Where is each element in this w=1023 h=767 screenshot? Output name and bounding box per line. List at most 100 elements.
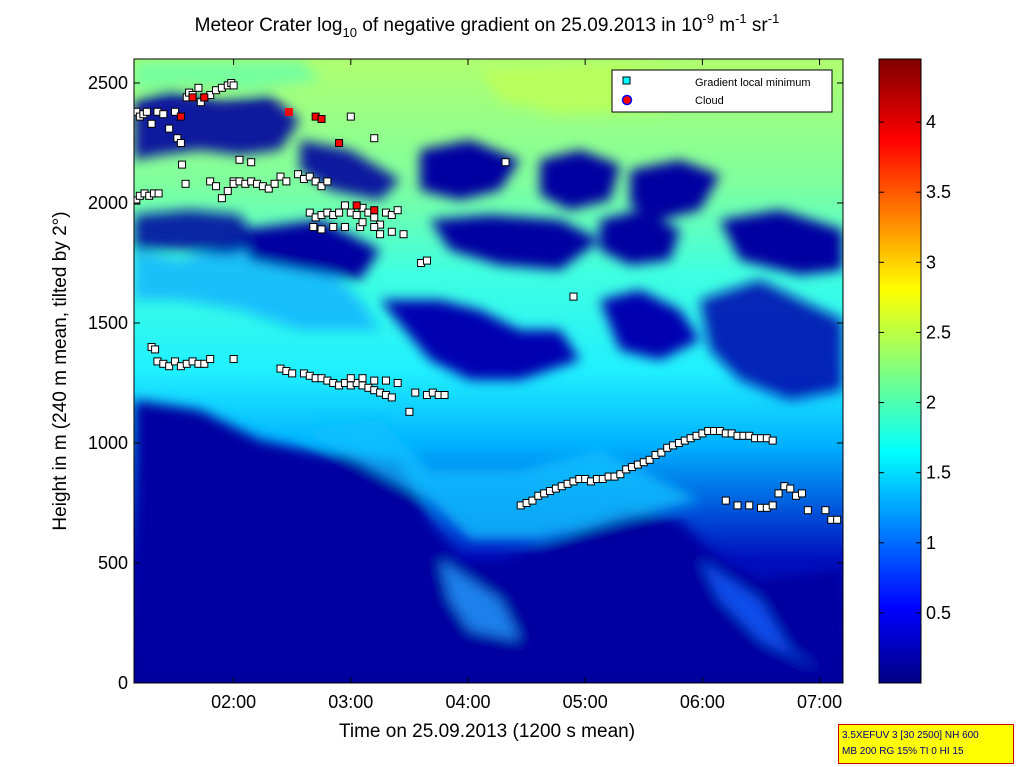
gradient-minimum-point: [370, 213, 379, 222]
gradient-minimum-point: [171, 357, 180, 366]
gradient-minimum-point: [821, 506, 830, 515]
plot-frame: [133, 58, 844, 684]
gradient-minimum-point: [317, 182, 326, 191]
heatmap-lowband: [134, 210, 843, 683]
gradient-minimum-point: [194, 83, 203, 92]
gradient-minimum-point: [335, 208, 344, 217]
colorbar-gradient: [878, 58, 922, 684]
y-tick-label: 2500: [88, 73, 128, 93]
gradient-minimum-point: [399, 230, 408, 239]
colorbar-ticks: 0.5 1 1.5 2 2.5 3 3.5 4: [879, 112, 951, 623]
y-tick-label: 1500: [88, 313, 128, 333]
colorbar-tick-label: 3.5: [926, 182, 951, 202]
colorbar-tick-label: 1: [926, 533, 936, 553]
legend-label-cloud: Cloud: [695, 95, 724, 107]
gradient-minimum-point: [340, 223, 349, 231]
gradient-minimum-point: [229, 355, 238, 363]
gradient-minimum-point: [276, 172, 285, 181]
gradient-minimum-point: [171, 107, 180, 116]
gradient-minimum-point: [206, 355, 215, 363]
legend-square-marker: [622, 76, 631, 85]
gradient-minimum-point: [264, 184, 273, 193]
chart-title: Meteor Crater log10 of negative gradient…: [195, 11, 780, 40]
gradient-minimum-point: [370, 134, 379, 143]
info-line-1: 3.5XEFUV 3 [30 2500] NH 600: [842, 730, 979, 741]
gradient-minimum-point: [381, 376, 390, 385]
y-tick-label: 0: [118, 673, 128, 693]
gradient-minimum-point: [352, 211, 361, 219]
x-tick-label: 07:00: [797, 692, 842, 712]
gradient-minimum-point: [376, 230, 385, 239]
gradient-minimum-point: [147, 119, 156, 128]
gradient-minimum-point: [370, 376, 379, 385]
gradient-minimum-point: [340, 201, 349, 210]
gradient-minimum-point: [528, 496, 537, 505]
y-tick-label: 1000: [88, 433, 128, 453]
gradient-minimum-point: [768, 436, 777, 445]
y-tick-label: 2000: [88, 193, 128, 213]
gradient-minimum-point: [387, 393, 396, 402]
gradient-minimum-point: [393, 379, 402, 387]
cloud-point: [317, 115, 326, 123]
cloud-point: [335, 139, 344, 147]
gradient-minimum-point: [165, 124, 174, 133]
legend-label-gradient: Gradient local minimum: [695, 77, 811, 89]
gradient-minimum-point: [181, 179, 190, 188]
colorbar-tick-label: 3: [926, 252, 936, 272]
gradient-minimum-point: [657, 448, 666, 457]
gradient-minimum-point: [768, 501, 777, 510]
x-axis: 02:00 03:00 04:00 05:00 06:00 07:00: [211, 59, 842, 712]
gradient-minimum-point: [370, 223, 379, 231]
gradient-minimum-point: [774, 489, 783, 498]
gradient-minimum-point: [721, 496, 730, 505]
gradient-minimum-point: [212, 182, 221, 191]
gradient-minimum-point: [176, 139, 185, 147]
cloud-point: [352, 201, 361, 210]
gradient-minimum-point: [165, 362, 174, 371]
legend-box: [611, 69, 833, 113]
gradient-minimum-point: [387, 227, 396, 236]
gradient-minimum-point: [206, 177, 215, 186]
y-tick-label: 500: [98, 553, 128, 573]
gradient-minimum-point: [305, 172, 314, 181]
gradient-minimum-point: [733, 501, 742, 510]
x-tick-label: 03:00: [328, 692, 373, 712]
gradient-minimum-point: [229, 81, 238, 90]
gradient-minimum-point: [501, 158, 510, 167]
gradient-minimum-point: [358, 374, 367, 383]
gradient-minimum-point: [797, 489, 806, 498]
info-line-2: MB 200 RG 15% TI 0 HI 15: [842, 746, 964, 757]
marker-layer: [134, 79, 842, 524]
gradient-minimum-point: [142, 107, 151, 116]
gradient-minimum-point: [387, 211, 396, 219]
gradient-minimum-point: [270, 179, 279, 188]
gradient-minimum-point: [235, 155, 244, 164]
x-tick-label: 05:00: [563, 692, 608, 712]
cloud-point: [188, 93, 197, 102]
legend: Gradient local minimum Cloud: [611, 69, 833, 113]
y-axis: 0 500 1000 1500 2000 2500: [88, 73, 843, 693]
colorbar-tick-label: 0.5: [926, 603, 951, 623]
gradient-minimum-point: [745, 501, 754, 510]
gradient-minimum-point: [405, 407, 414, 416]
gradient-minimum-point: [323, 177, 332, 186]
gradient-minimum-point: [569, 292, 578, 301]
gradient-minimum-point: [282, 177, 291, 186]
colorbar-tick-label: 1.5: [926, 463, 951, 483]
colorbar-tick-label: 4: [926, 112, 936, 132]
gradient-minimum-point: [358, 218, 367, 227]
gradient-minimum-point: [616, 470, 625, 479]
gradient-minimum-point: [217, 194, 226, 203]
gradient-minimum-point: [288, 369, 297, 378]
gradient-minimum-point: [346, 112, 355, 121]
gradient-minimum-point: [393, 206, 402, 215]
gradient-minimum-point: [422, 256, 431, 265]
colorbar-tick-label: 2.5: [926, 322, 951, 342]
gradient-minimum-point: [346, 374, 355, 383]
cloud-point: [370, 206, 379, 215]
cloud-point: [200, 93, 209, 102]
gradient-minimum-point: [294, 170, 303, 179]
colorbar-tick-label: 2: [926, 393, 936, 413]
gradient-minimum-point: [305, 208, 314, 217]
